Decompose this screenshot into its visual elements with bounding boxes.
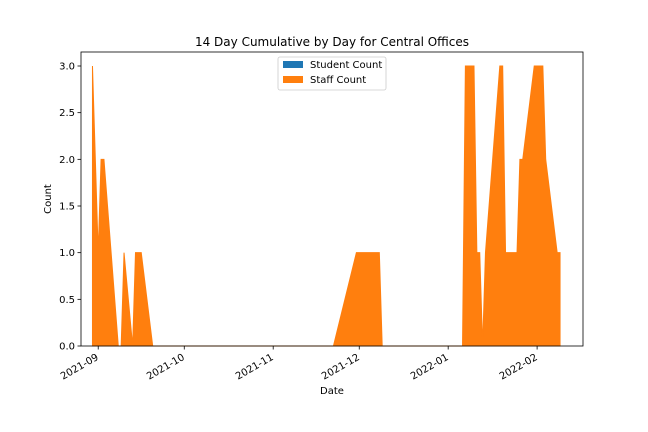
legend-box xyxy=(277,56,387,91)
y-tick-label: 0.5 xyxy=(59,295,75,306)
y-tick-label: 2.5 xyxy=(59,108,75,119)
chart-title: 14 Day Cumulative by Day for Central Off… xyxy=(195,35,469,49)
y-axis-label: Count xyxy=(43,184,54,214)
legend-entry: Staff Count xyxy=(310,75,366,86)
x-axis-label: Date xyxy=(320,386,344,397)
legend-swatch xyxy=(283,61,303,68)
plot-frame xyxy=(80,51,584,347)
y-tick-label: 0.0 xyxy=(59,342,75,353)
y-tick-label: 2.0 xyxy=(59,155,75,166)
legend-entry: Student Count xyxy=(310,60,382,71)
legend-swatch xyxy=(283,76,303,83)
y-axis: 0.0 0.5 1.0 1.5 2.0 2.5 3.0 xyxy=(59,62,81,353)
y-tick-label: 1.5 xyxy=(59,202,75,213)
y-tick-label: 1.0 xyxy=(59,248,75,259)
legend: Student Count Staff Count xyxy=(277,56,387,91)
y-tick-label: 3.0 xyxy=(59,62,75,73)
